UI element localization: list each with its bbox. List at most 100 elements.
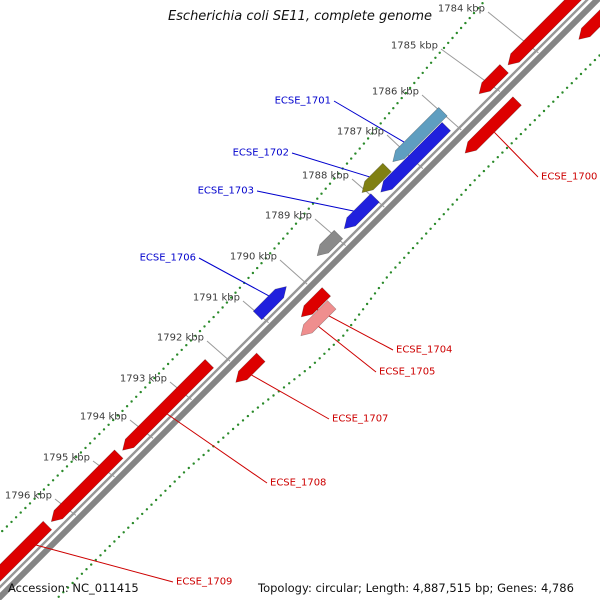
guide-dots-inner	[185, 344, 188, 347]
guide-dots-outer	[85, 568, 88, 571]
guide-dots-outer	[542, 109, 546, 113]
guide-dots-outer	[515, 137, 518, 140]
guide-dots-inner	[273, 247, 276, 250]
guide-dots-inner	[387, 112, 391, 115]
guide-dots-outer	[227, 432, 230, 435]
guide-dots-outer	[411, 246, 415, 250]
guide-dots-inner	[112, 418, 115, 422]
guide-dots-inner	[102, 428, 106, 431]
guide-dots-inner	[455, 31, 458, 35]
guide-dots-inner	[324, 187, 327, 190]
guide-dots-inner	[464, 21, 467, 25]
guide-dots-inner	[286, 232, 289, 235]
guide-dots-outer	[303, 370, 306, 373]
guide-dots-outer	[403, 256, 406, 259]
guide-dots-outer	[267, 398, 270, 401]
gene-arrow-ECSE_1707[interactable]	[235, 352, 266, 383]
gene-arrow-ECSE_1706[interactable]	[252, 286, 287, 321]
guide-dots-outer	[373, 292, 377, 295]
guide-dots-outer	[565, 86, 569, 90]
guide-dots-inner	[61, 469, 64, 473]
gene-arrow-gene-mid-gray[interactable]	[316, 229, 344, 257]
tick-mark-1789	[314, 218, 347, 246]
guide-dots-outer	[575, 77, 578, 80]
guide-dots-inner	[251, 271, 255, 275]
guide-dots-outer	[62, 591, 65, 594]
gene-arrow-ECSE_1708[interactable]	[122, 358, 215, 451]
guide-dots-outer	[173, 480, 176, 483]
guide-dots-outer	[90, 563, 93, 566]
leader-line-ECSE_1700	[494, 131, 539, 178]
guide-dots-outer	[127, 526, 130, 529]
guide-dots-inner	[130, 400, 133, 403]
guide-dots-outer	[192, 462, 195, 465]
guide-dots-inner	[425, 66, 429, 70]
gene-arrow-ECSE_1703[interactable]	[343, 193, 380, 230]
guide-dots-inner	[162, 367, 165, 370]
guide-dots-outer	[222, 436, 225, 439]
guide-dots-inner	[135, 395, 138, 398]
leader-line-ECSE_1709	[36, 544, 174, 583]
guide-dots-outer	[361, 308, 365, 311]
guide-dots-outer	[117, 535, 121, 539]
guide-dots-outer	[136, 517, 139, 520]
guide-dots-inner	[70, 460, 73, 463]
guide-dots-inner	[277, 242, 280, 245]
guide-dots-outer	[433, 222, 437, 226]
guide-dots-outer	[492, 160, 495, 163]
guide-dots-inner	[468, 16, 471, 20]
guide-dots-outer	[377, 286, 381, 290]
guide-dots-inner	[438, 51, 441, 54]
guide-dots-outer	[298, 374, 301, 377]
guide-dots-inner	[19, 511, 22, 514]
guide-dots-inner	[282, 237, 285, 240]
guide-dots-outer	[552, 100, 555, 103]
guide-dots-outer	[394, 266, 397, 269]
gene-arrow-gene-corner-c[interactable]	[578, 0, 600, 40]
gene-arrow-ECSE_1705[interactable]	[300, 300, 337, 337]
guide-dots-outer	[318, 357, 321, 360]
guide-dots-outer	[141, 512, 144, 516]
gene-arrow-ECSE_1700[interactable]	[464, 96, 522, 154]
guide-dots-outer	[145, 508, 149, 511]
guide-dots-inner	[139, 390, 142, 394]
guide-dots-outer	[447, 208, 450, 211]
guide-dots-inner	[290, 227, 293, 230]
guide-dots-inner	[400, 96, 403, 100]
gene-arrow-ECSE_1702[interactable]	[361, 162, 392, 194]
guide-dots-outer	[528, 123, 532, 127]
guide-dots-inner	[333, 177, 336, 180]
leader-line-ECSE_1708	[167, 413, 268, 484]
guide-dots-inner	[472, 11, 476, 15]
guide-dots-outer	[487, 165, 490, 168]
guide-dots-outer	[584, 68, 587, 71]
guide-dots-outer	[429, 227, 432, 230]
gene-arrow-gene-corner-a[interactable]	[507, 0, 600, 66]
guide-dots-outer	[313, 361, 317, 364]
guide-dots-inner	[294, 222, 298, 225]
genome-summary-text: Topology: circular; Length: 4,887,515 bp…	[258, 581, 574, 595]
gene-arrow-gene-band-2[interactable]	[50, 449, 124, 523]
gene-arrow-ECSE_1709[interactable]	[0, 520, 53, 591]
guide-dots-inner	[354, 152, 357, 155]
guide-dots-inner	[75, 455, 78, 459]
guide-dots-inner	[212, 315, 215, 319]
gene-arrow-gene-corner-b[interactable]	[478, 64, 509, 95]
guide-dots-outer	[369, 297, 373, 300]
guide-dots-outer	[342, 334, 345, 337]
guide-dots-outer	[357, 313, 361, 316]
guide-dots-outer	[389, 271, 393, 274]
guide-dots-outer	[168, 485, 172, 488]
guide-dots-outer	[469, 183, 472, 187]
gene-arrow-ECSE_1701[interactable]	[392, 106, 448, 163]
gene-arrow-ECSE_1704[interactable]	[300, 287, 332, 318]
gene-arrow-gene-mid-blue[interactable]	[380, 121, 452, 193]
guide-dots-inner	[316, 197, 319, 200]
guide-dots-outer	[407, 251, 410, 255]
guide-dots-inner	[328, 182, 332, 185]
guide-dots-inner	[358, 147, 361, 150]
guide-dots-inner	[116, 414, 120, 417]
